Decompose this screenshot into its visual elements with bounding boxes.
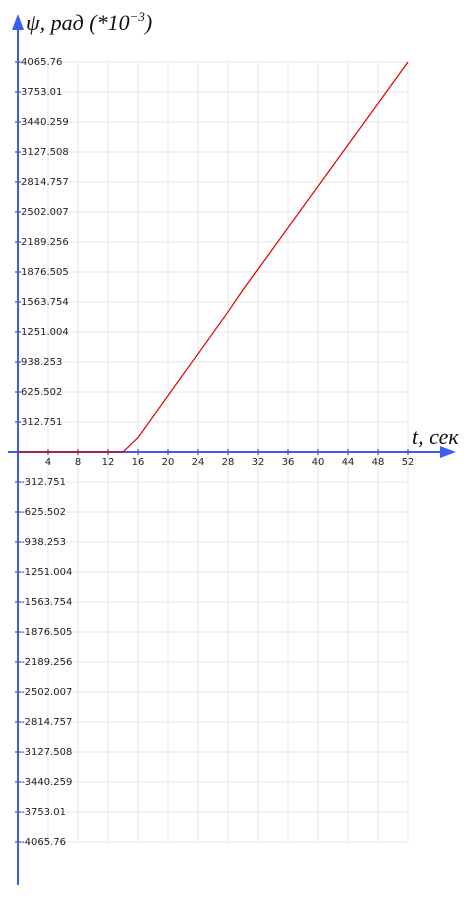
y-tick-label: 1251.004: [21, 327, 69, 338]
y-tick-label: -3440.259: [21, 777, 72, 788]
data-line: [18, 61, 409, 453]
x-tick-label: 8: [75, 457, 81, 468]
y-tick-label: 3440.259: [21, 117, 69, 128]
y-tick-label: 2814.757: [21, 177, 69, 188]
y-tick-label: -312.751: [21, 477, 66, 488]
y-label-text: ψ, рад (*10: [26, 10, 130, 35]
x-tick-label: 4: [45, 457, 51, 468]
y-tick-label: 2502.007: [21, 207, 69, 218]
x-tick-label: 20: [162, 457, 175, 468]
y-label-end: ): [143, 10, 152, 35]
y-tick-label: 1563.754: [21, 297, 69, 308]
y-tick-label: 3753.01: [21, 87, 62, 98]
y-label-exponent: −3: [130, 9, 146, 24]
y-tick-label: -1876.505: [21, 627, 72, 638]
y-tick-label: 3127.508: [21, 147, 69, 158]
y-tick-label: -4065.76: [21, 837, 66, 848]
y-tick-label: -625.502: [21, 507, 66, 518]
y-tick-label: 625.502: [21, 387, 62, 398]
y-tick-label: 2189.256: [21, 237, 69, 248]
x-tick-label: 32: [252, 457, 265, 468]
x-axis-arrow: [440, 446, 456, 458]
axes: [8, 14, 456, 885]
y-tick-label: -3753.01: [21, 807, 66, 818]
y-tick-label: -2502.007: [21, 687, 72, 698]
x-tick-label: 12: [102, 457, 115, 468]
y-tick-label: -938.253: [21, 537, 66, 548]
x-axis-label: t, сек: [412, 424, 459, 449]
x-tick-label: 16: [132, 457, 145, 468]
x-tick-label: 52: [402, 457, 415, 468]
x-tick-label: 40: [312, 457, 325, 468]
y-tick-label: -2189.256: [21, 657, 72, 668]
y-tick-label: 4065.76: [21, 57, 62, 68]
y-tick-label: -2814.757: [21, 717, 72, 728]
x-tick-label: 48: [372, 457, 385, 468]
y-tick-label: 938.253: [21, 357, 62, 368]
y-axis-arrow: [12, 14, 24, 30]
x-tick-label: 28: [222, 457, 235, 468]
y-tick-label: -1563.754: [21, 597, 72, 608]
y-tick-label: 312.751: [21, 417, 62, 428]
x-tick-label: 24: [192, 457, 205, 468]
y-tick-label: -3127.508: [21, 747, 72, 758]
y-tick-label: 1876.505: [21, 267, 69, 278]
x-tick-label: 36: [282, 457, 295, 468]
y-axis-label: ψ, рад (*10−3): [26, 9, 152, 35]
y-tick-label: -1251.004: [21, 567, 72, 578]
x-tick-label: 44: [342, 457, 355, 468]
